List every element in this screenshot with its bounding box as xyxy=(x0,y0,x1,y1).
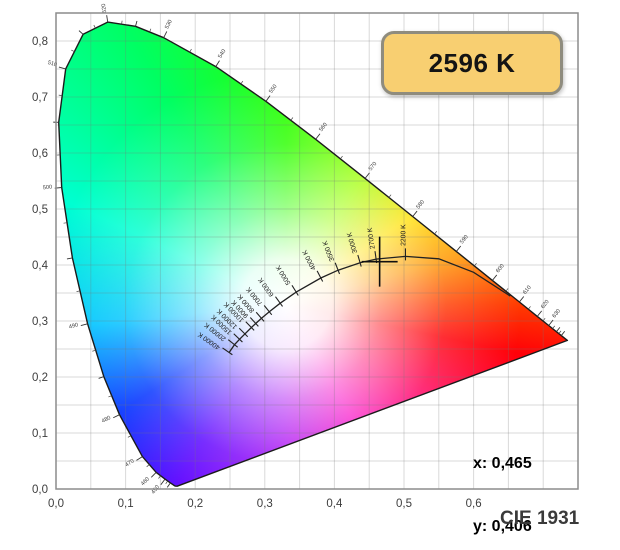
coordinate-readout: x: 0,465 y: 0,406 xyxy=(473,411,532,550)
svg-text:560: 560 xyxy=(318,122,328,133)
svg-text:0,2: 0,2 xyxy=(32,372,48,384)
svg-text:3000 K: 3000 K xyxy=(346,231,359,254)
svg-text:0,0: 0,0 xyxy=(32,484,48,496)
svg-text:530: 530 xyxy=(164,19,174,30)
svg-text:520: 520 xyxy=(101,3,108,13)
svg-text:500: 500 xyxy=(43,184,53,191)
svg-text:5000 K: 5000 K xyxy=(275,263,293,285)
svg-text:0,7: 0,7 xyxy=(32,92,48,104)
svg-text:510: 510 xyxy=(47,60,58,68)
svg-text:2200 K: 2200 K xyxy=(400,224,407,246)
svg-text:620: 620 xyxy=(540,299,551,310)
svg-text:0,1: 0,1 xyxy=(118,498,134,510)
svg-text:4000 K: 4000 K xyxy=(301,248,317,271)
svg-text:0,5: 0,5 xyxy=(32,204,48,216)
coord-y-value: y: 0,406 xyxy=(473,518,532,535)
chart-caption: CIE 1931 xyxy=(500,508,580,529)
cct-badge: 2596 K xyxy=(381,31,563,95)
svg-text:610: 610 xyxy=(522,285,533,296)
cct-badge-label: 2596 K xyxy=(428,47,516,78)
svg-text:600: 600 xyxy=(495,263,506,274)
svg-text:540: 540 xyxy=(217,48,227,59)
svg-text:570: 570 xyxy=(368,161,379,172)
svg-text:0,3: 0,3 xyxy=(32,316,48,328)
svg-text:0,6: 0,6 xyxy=(32,148,48,160)
svg-text:6000 K: 6000 K xyxy=(257,276,276,298)
svg-text:580: 580 xyxy=(415,199,426,210)
svg-text:590: 590 xyxy=(459,234,470,245)
svg-text:630: 630 xyxy=(551,308,562,319)
svg-text:0,8: 0,8 xyxy=(32,36,48,48)
svg-text:450: 450 xyxy=(151,484,161,495)
svg-text:0,5: 0,5 xyxy=(396,498,412,510)
svg-text:480: 480 xyxy=(101,415,112,424)
svg-text:2700 K: 2700 K xyxy=(367,227,377,250)
svg-text:0,1: 0,1 xyxy=(32,428,48,440)
svg-text:0,4: 0,4 xyxy=(32,260,49,272)
svg-text:460: 460 xyxy=(140,476,151,487)
svg-text:0,0: 0,0 xyxy=(48,498,64,510)
svg-text:0,4: 0,4 xyxy=(326,498,343,510)
svg-text:490: 490 xyxy=(68,322,79,330)
coord-x-value: x: 0,465 xyxy=(473,455,532,472)
svg-text:0,6: 0,6 xyxy=(466,498,482,510)
svg-text:470: 470 xyxy=(124,458,135,468)
svg-text:550: 550 xyxy=(268,84,278,95)
svg-text:0,3: 0,3 xyxy=(257,498,273,510)
svg-text:0,2: 0,2 xyxy=(187,498,203,510)
